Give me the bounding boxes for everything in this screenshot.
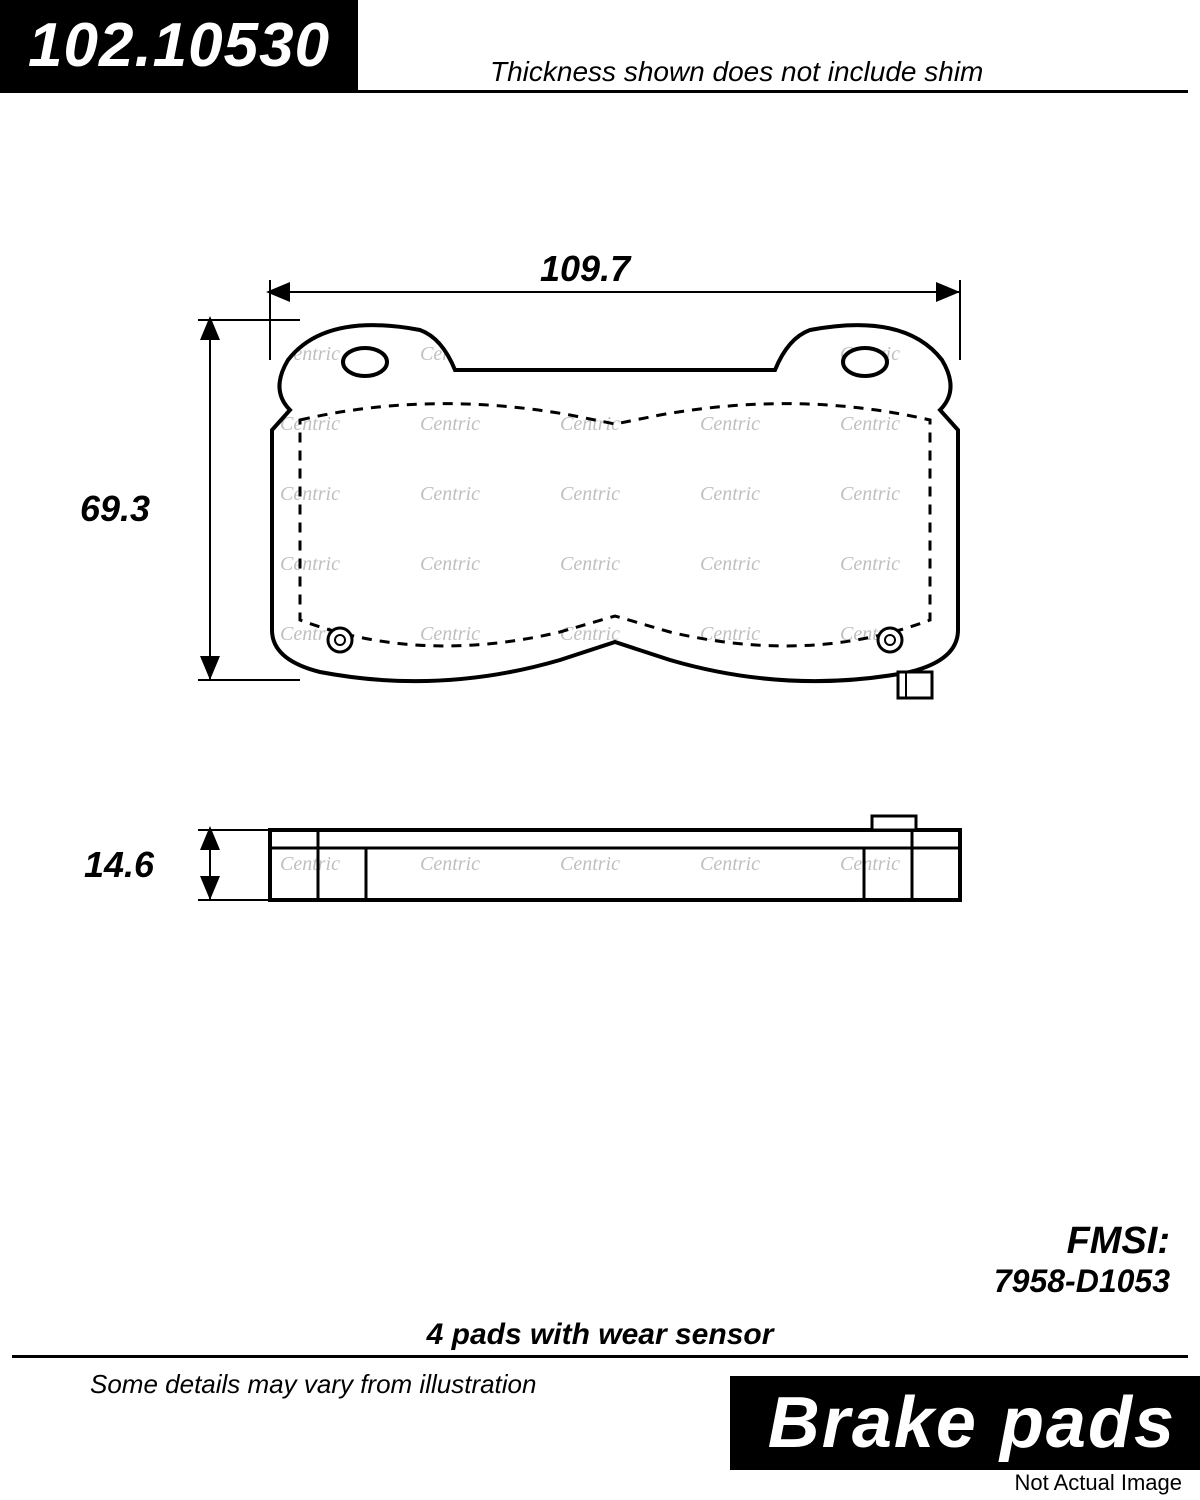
not-actual-note: Not Actual Image (1014, 1470, 1182, 1496)
pads-note: 4 pads with wear sensor (0, 1318, 1200, 1352)
technical-diagram: Centric (60, 260, 1140, 1040)
thickness-note: Thickness shown does not include shim (490, 56, 983, 88)
footer-band: Brake pads (730, 1376, 1200, 1470)
fmsi-label: FMSI: (994, 1220, 1170, 1263)
fmsi-code: 7958-D1053 (994, 1263, 1170, 1300)
dim-width: 109.7 (540, 248, 630, 290)
diagram-svg: Centric (60, 260, 1140, 1040)
dim-thickness: 14.6 (84, 844, 154, 886)
header-band: 102.10530 (0, 0, 358, 90)
part-number: 102.10530 (28, 10, 330, 81)
dim-height: 69.3 (80, 488, 150, 530)
category-label: Brake pads (768, 1382, 1176, 1464)
footer-divider (12, 1355, 1188, 1358)
vary-note: Some details may vary from illustration (90, 1369, 536, 1400)
fmsi-block: FMSI: 7958-D1053 (994, 1220, 1170, 1300)
header-underline (0, 90, 1188, 93)
